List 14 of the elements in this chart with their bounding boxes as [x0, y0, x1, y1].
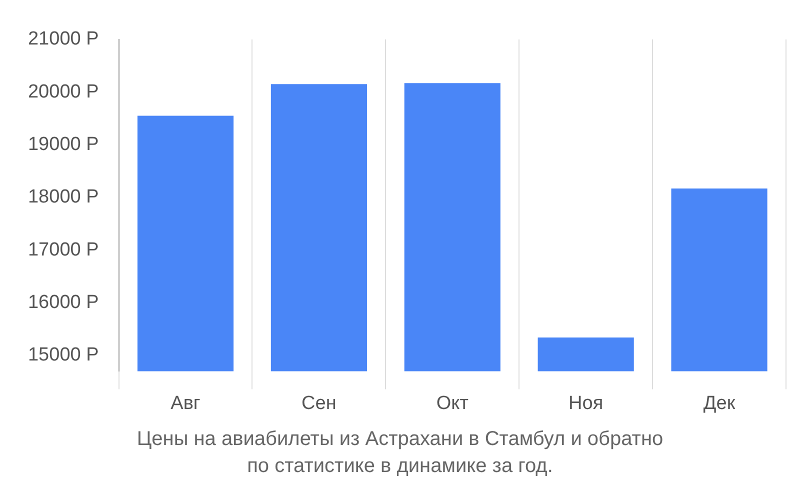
text: по статистике в динамике за год.: [246, 454, 554, 479]
x-tick-label: Авг: [170, 392, 200, 414]
y-tick-label: 18000 Р: [28, 186, 99, 208]
y-tick-label: 16000 Р: [28, 292, 99, 313]
x-tick-label: Сен: [302, 392, 336, 414]
text: Цены на авиабилеты из Астрахани в Стамбул и обратно: [136, 427, 664, 452]
x-tick-label: Окт: [436, 392, 469, 414]
x-tick-label: Ноя: [568, 392, 604, 414]
x-tick-label: Дек: [703, 392, 736, 414]
y-tick-label: 19000 Р: [28, 134, 99, 155]
y-tick-label: 17000 Р: [28, 239, 99, 260]
y-tick-label: 15000 Р: [28, 344, 99, 366]
y-tick-label: 20000 Р: [28, 81, 99, 102]
y-tick-label: 21000 Р: [28, 28, 99, 50]
